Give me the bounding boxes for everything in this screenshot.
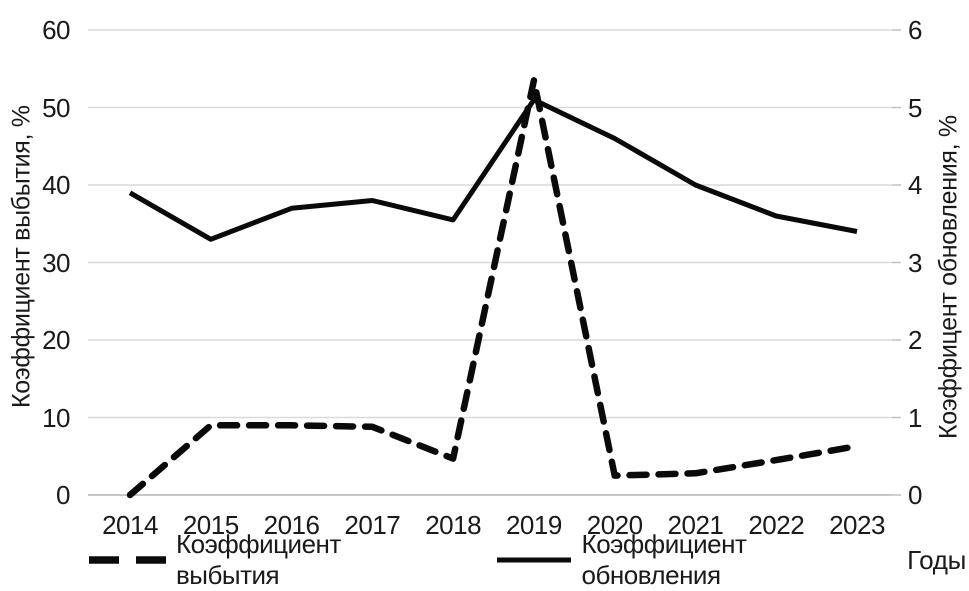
legend-label-vybytie: Коэффициент выбытия [175,529,341,590]
legend-item-obnovlenie: Коэффициент обновления [496,529,892,591]
dashed-line-sample [89,556,166,564]
left-tick-label-10: 10 [42,402,70,433]
right-tick-label-3: 3 [908,247,922,278]
left-tick-label-30: 30 [42,247,70,278]
right-tick-label-0: 0 [908,480,922,510]
x-tick-label-2018: 2018 [425,510,482,540]
x-tick-label-2016: 2016 [263,510,320,540]
right-tick-label-6: 6 [908,15,922,45]
x-tick-label-2021: 2021 [667,510,724,540]
x-tick-label-2017: 2017 [344,510,401,540]
x-tick-label-2020: 2020 [586,510,643,540]
x-tick-label-2022: 2022 [748,510,805,540]
right-tick-label-4: 4 [908,170,922,200]
left-tick-label-40: 40 [42,170,70,200]
x-tick-label-2014: 2014 [102,510,158,540]
solid-line-sample [496,557,571,563]
x-tick-label-2019: 2019 [505,510,562,540]
x-tick-label-2023: 2023 [829,510,885,540]
left-tick-label-60: 60 [42,15,70,45]
legend-item-vybytie: Коэффициент выбытия [88,529,451,591]
left-tick-label-50: 50 [42,92,70,123]
x-tick-label-2015: 2015 [182,510,239,540]
left-tick-label-20: 20 [42,325,70,355]
right-tick-label-2: 2 [908,325,922,355]
x-axis-title: Годы [907,545,966,575]
series-line-dashed [126,77,861,499]
legend: Коэффициент выбытия Коэффициент обновлен… [88,529,892,590]
right-tick-label-5: 5 [908,92,922,123]
right-tick-label-1: 1 [908,402,922,433]
left-tick-label-0: 0 [56,480,70,510]
legend-label-obnovlenie: Коэффициент обновления [581,529,747,590]
series-line-solid [128,97,858,242]
